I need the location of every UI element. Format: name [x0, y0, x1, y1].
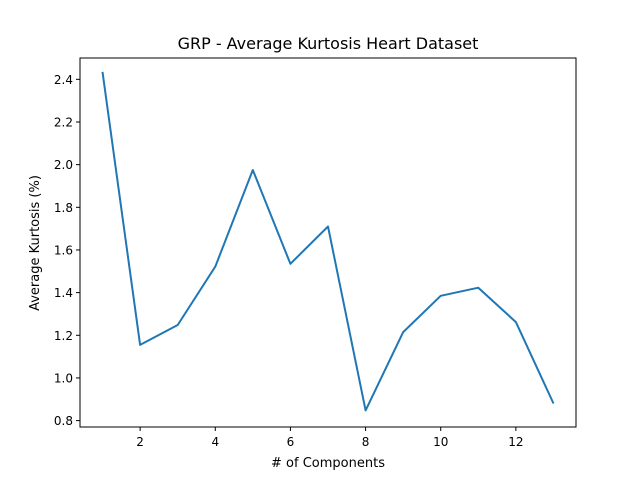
series-line	[101, 71, 555, 412]
x-tick-label: 10	[433, 435, 448, 449]
y-tick-label: 1.2	[54, 329, 73, 343]
x-tick-label: 6	[287, 435, 295, 449]
x-tick-label: 2	[136, 435, 144, 449]
x-axis-ticks: 2 4 6 8 10 12	[136, 427, 524, 449]
y-tick-label: 1.6	[54, 243, 73, 257]
x-axis-label: # of Components	[271, 456, 385, 471]
y-tick-label: 1.0	[54, 371, 73, 385]
y-axis-label: Average Kurtosis (%)	[28, 175, 43, 311]
y-tick-label: 2.0	[54, 158, 73, 172]
y-tick-label: 1.4	[54, 286, 73, 300]
y-tick-label: 0.8	[54, 414, 73, 428]
y-axis-ticks: 0.8 1.0 1.2 1.4 1.6 1.8 2.0 2.2 2.4	[54, 73, 80, 428]
x-tick-label: 8	[362, 435, 370, 449]
y-tick-label: 2.4	[54, 73, 73, 87]
chart-title: GRP - Average Kurtosis Heart Dataset	[178, 34, 479, 53]
plot-area	[80, 58, 576, 427]
plot-frame	[79, 57, 577, 428]
y-tick-label: 1.8	[54, 201, 73, 215]
x-tick-label: 4	[211, 435, 219, 449]
y-tick-label: 2.2	[54, 115, 73, 129]
x-tick-label: 12	[508, 435, 523, 449]
